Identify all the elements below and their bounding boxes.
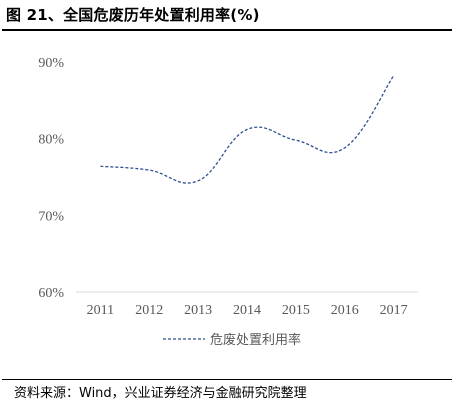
x-tick-label: 2016 (331, 303, 359, 318)
series-line-disposal-rate (100, 75, 395, 184)
title-rule (2, 29, 452, 31)
source-note: 资料来源：Wind，兴业证券经济与金融研究院整理 (14, 386, 307, 401)
x-tick-label: 2015 (282, 303, 310, 318)
x-tick-label: 2011 (87, 303, 114, 318)
y-tick-label: 70% (38, 209, 64, 224)
y-axis: 60% 70% 80% 90% (38, 56, 64, 301)
figure-title: 图 21、全国危废历年处置利用率(%) (6, 6, 260, 24)
legend-label: 危废处置利用率 (210, 332, 301, 348)
y-tick-label: 90% (38, 56, 64, 71)
x-tick-label: 2013 (184, 303, 212, 318)
legend: 危废处置利用率 (163, 332, 301, 348)
x-tick-label: 2012 (135, 303, 163, 318)
y-tick-label: 80% (38, 133, 64, 148)
line-chart: 60%70%80%90% 2011 2012 2013 2014 2015 2016 201… (38, 56, 418, 348)
x-tick-label: 2017 (380, 303, 408, 318)
x-tick-label: 2014 (233, 303, 261, 318)
y-tick-label: 60% (38, 286, 64, 301)
data-points (98, 74, 395, 183)
x-axis: 2011 2012 2013 2014 2015 2016 2017 (87, 303, 408, 318)
source-rule (2, 379, 452, 380)
